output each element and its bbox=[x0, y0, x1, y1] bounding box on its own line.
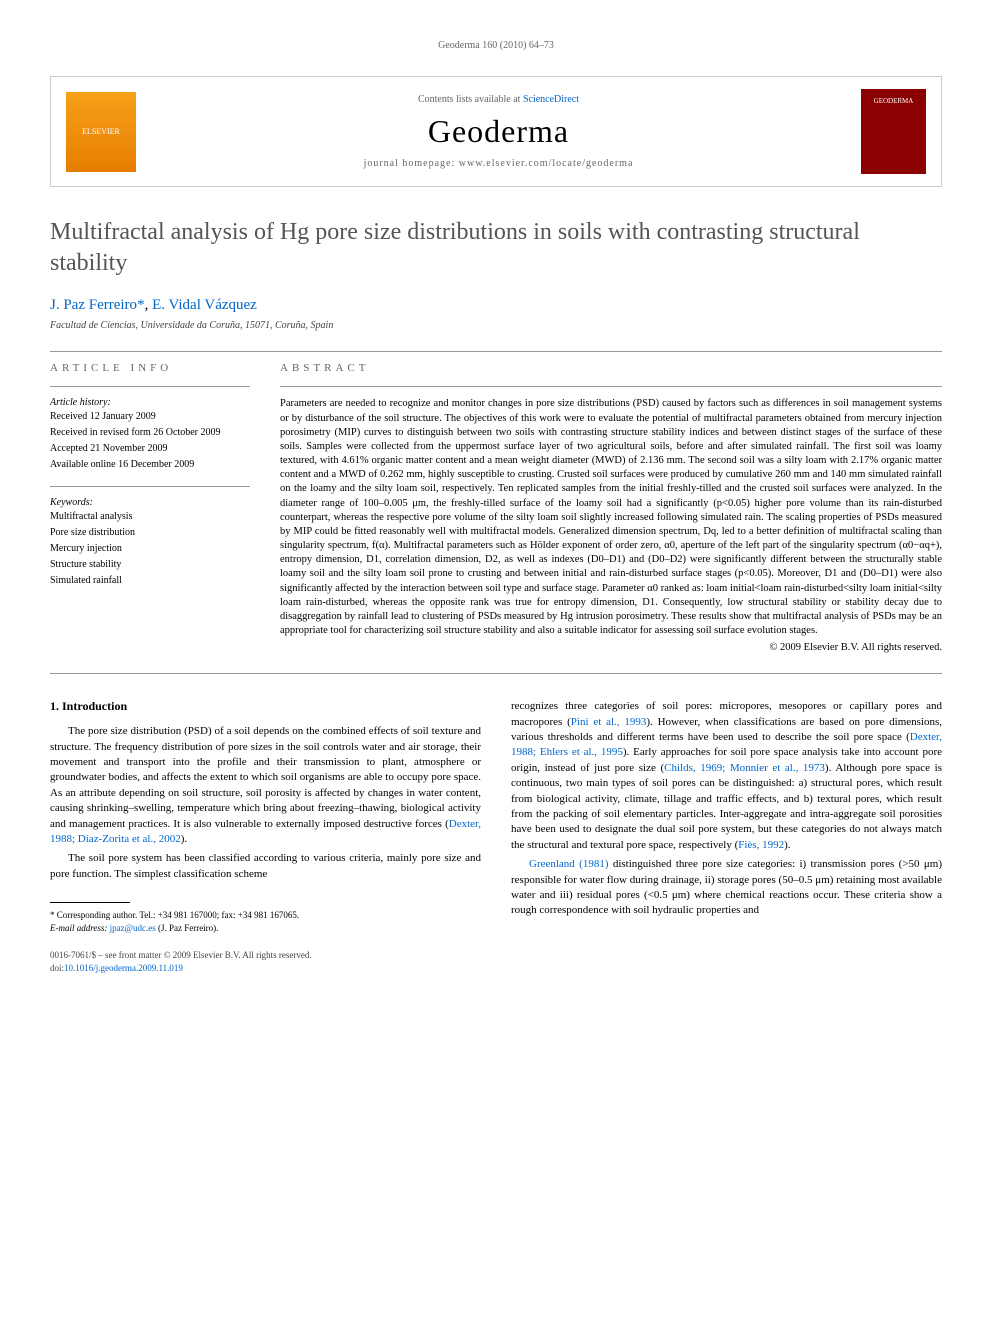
sciencedirect-link[interactable]: ScienceDirect bbox=[523, 94, 579, 105]
abstract-heading: ABSTRACT bbox=[280, 362, 942, 374]
ref-fies[interactable]: Fiès, 1992 bbox=[738, 839, 784, 851]
history-revised: Received in revised form 26 October 2009 bbox=[50, 426, 250, 440]
running-header: Geoderma 160 (2010) 64–73 bbox=[50, 40, 942, 51]
journal-homepage: journal homepage: www.elsevier.com/locat… bbox=[136, 158, 861, 169]
sciencedirect-line: Contents lists available at ScienceDirec… bbox=[136, 94, 861, 105]
keyword-2: Pore size distribution bbox=[50, 526, 250, 540]
journal-masthead: ELSEVIER Contents lists available at Sci… bbox=[50, 76, 942, 187]
abstract-copyright: © 2009 Elsevier B.V. All rights reserved… bbox=[280, 642, 942, 653]
footer-info: 0016-7061/$ – see front matter © 2009 El… bbox=[50, 949, 481, 974]
corresponding-footnote: * Corresponding author. Tel.: +34 981 16… bbox=[50, 909, 481, 922]
author-sep: , bbox=[145, 297, 153, 313]
abstract-text: Parameters are needed to recognize and m… bbox=[280, 397, 942, 638]
ref-childs-monnier[interactable]: Childs, 1969; Monnier et al., 1973 bbox=[664, 762, 825, 774]
intro-p1-b: ). bbox=[181, 833, 187, 845]
journal-name: Geoderma bbox=[136, 113, 861, 150]
email-link[interactable]: jpaz@udc.es bbox=[110, 923, 156, 933]
doi-label: doi: bbox=[50, 963, 64, 973]
article-title: Multifractal analysis of Hg pore size di… bbox=[50, 217, 942, 279]
email-label: E-mail address: bbox=[50, 923, 110, 933]
email-author: (J. Paz Ferreiro). bbox=[156, 923, 219, 933]
footnote-separator bbox=[50, 902, 130, 903]
history-heading: Article history: bbox=[50, 397, 250, 408]
affiliation: Facultad de Ciencias, Universidade da Co… bbox=[50, 320, 942, 331]
divider-bottom bbox=[50, 673, 942, 674]
ref-pini[interactable]: Pini et al., 1993 bbox=[571, 716, 647, 728]
intro-p3-e: ). bbox=[784, 839, 790, 851]
corresponding-mark: * bbox=[137, 297, 145, 313]
doi-link[interactable]: 10.1016/j.geoderma.2009.11.019 bbox=[64, 963, 183, 973]
history-online: Available online 16 December 2009 bbox=[50, 458, 250, 472]
keyword-5: Simulated rainfall bbox=[50, 574, 250, 588]
body-column-right: recognizes three categories of soil pore… bbox=[511, 699, 942, 974]
section-heading-intro: 1. Introduction bbox=[50, 699, 481, 714]
keywords-heading: Keywords: bbox=[50, 497, 250, 508]
authors-line: J. Paz Ferreiro*, E. Vidal Vázquez bbox=[50, 297, 942, 314]
email-footnote: E-mail address: jpaz@udc.es (J. Paz Ferr… bbox=[50, 922, 481, 935]
article-info-column: ARTICLE INFO Article history: Received 1… bbox=[50, 362, 250, 653]
intro-para-3: recognizes three categories of soil pore… bbox=[511, 699, 942, 853]
divider-top bbox=[50, 351, 942, 352]
article-info-heading: ARTICLE INFO bbox=[50, 362, 250, 374]
author-1[interactable]: J. Paz Ferreiro bbox=[50, 297, 137, 313]
history-received: Received 12 January 2009 bbox=[50, 410, 250, 424]
intro-p3-d: ). Although pore space is continuous, tw… bbox=[511, 762, 942, 851]
ref-greenland[interactable]: Greenland (1981) bbox=[529, 858, 608, 870]
sciencedirect-pre: Contents lists available at bbox=[418, 94, 523, 105]
intro-para-1: The pore size distribution (PSD) of a so… bbox=[50, 724, 481, 847]
body-column-left: 1. Introduction The pore size distributi… bbox=[50, 699, 481, 974]
issn-line: 0016-7061/$ – see front matter © 2009 El… bbox=[50, 949, 481, 962]
history-accepted: Accepted 21 November 2009 bbox=[50, 442, 250, 456]
intro-p1-a: The pore size distribution (PSD) of a so… bbox=[50, 725, 481, 829]
keyword-4: Structure stability bbox=[50, 558, 250, 572]
abstract-column: ABSTRACT Parameters are needed to recogn… bbox=[280, 362, 942, 653]
journal-cover: GEODERMA bbox=[861, 89, 926, 174]
author-2[interactable]: E. Vidal Vázquez bbox=[152, 297, 257, 313]
elsevier-logo: ELSEVIER bbox=[66, 92, 136, 172]
keyword-1: Multifractal analysis bbox=[50, 510, 250, 524]
intro-para-4: Greenland (1981) distinguished three por… bbox=[511, 857, 942, 919]
intro-para-2: The soil pore system has been classified… bbox=[50, 851, 481, 882]
keyword-3: Mercury injection bbox=[50, 542, 250, 556]
